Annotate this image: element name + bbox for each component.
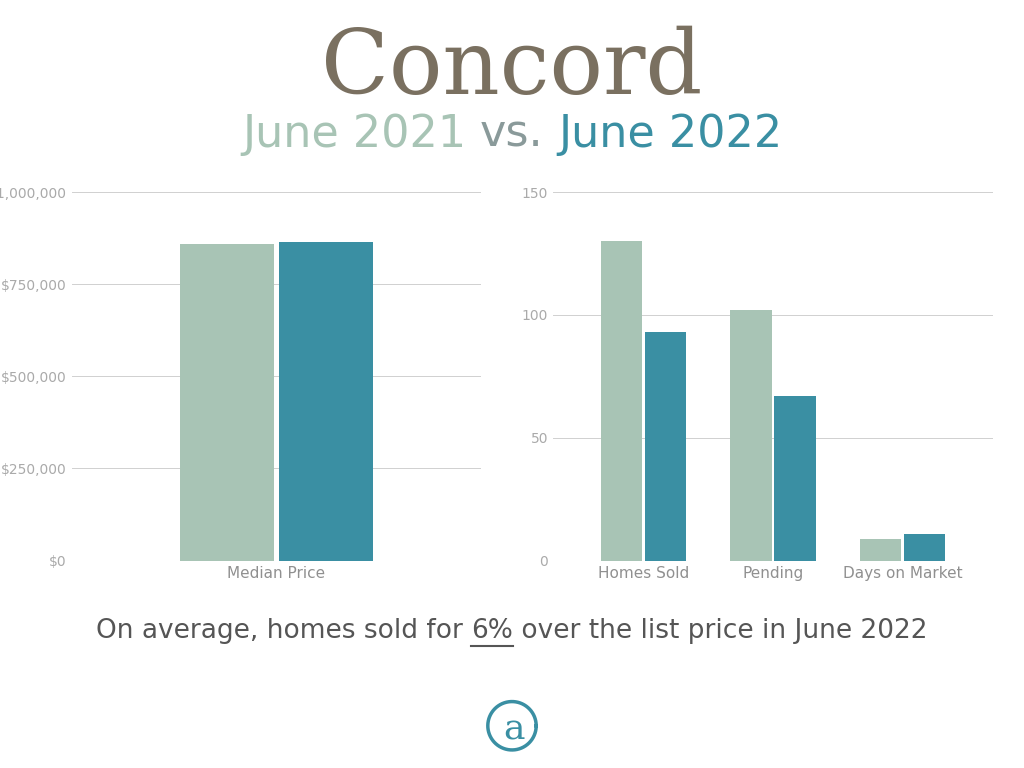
Text: over the list price in June 2022: over the list price in June 2022 [513, 618, 928, 644]
Text: 6%: 6% [471, 618, 513, 644]
Text: a: a [503, 712, 524, 746]
Bar [730, 310, 772, 561]
Bar [180, 243, 273, 561]
Bar [280, 242, 373, 561]
Text: June 2022: June 2022 [558, 113, 782, 156]
Bar [860, 538, 901, 561]
Bar [904, 534, 945, 561]
Bar [645, 332, 686, 561]
Text: Concord: Concord [322, 25, 702, 113]
Text: June 2021: June 2021 [242, 113, 466, 156]
Text: On average, homes sold for: On average, homes sold for [96, 618, 471, 644]
Text: vs.: vs. [480, 113, 544, 156]
Bar [601, 241, 642, 561]
Bar [774, 396, 816, 561]
